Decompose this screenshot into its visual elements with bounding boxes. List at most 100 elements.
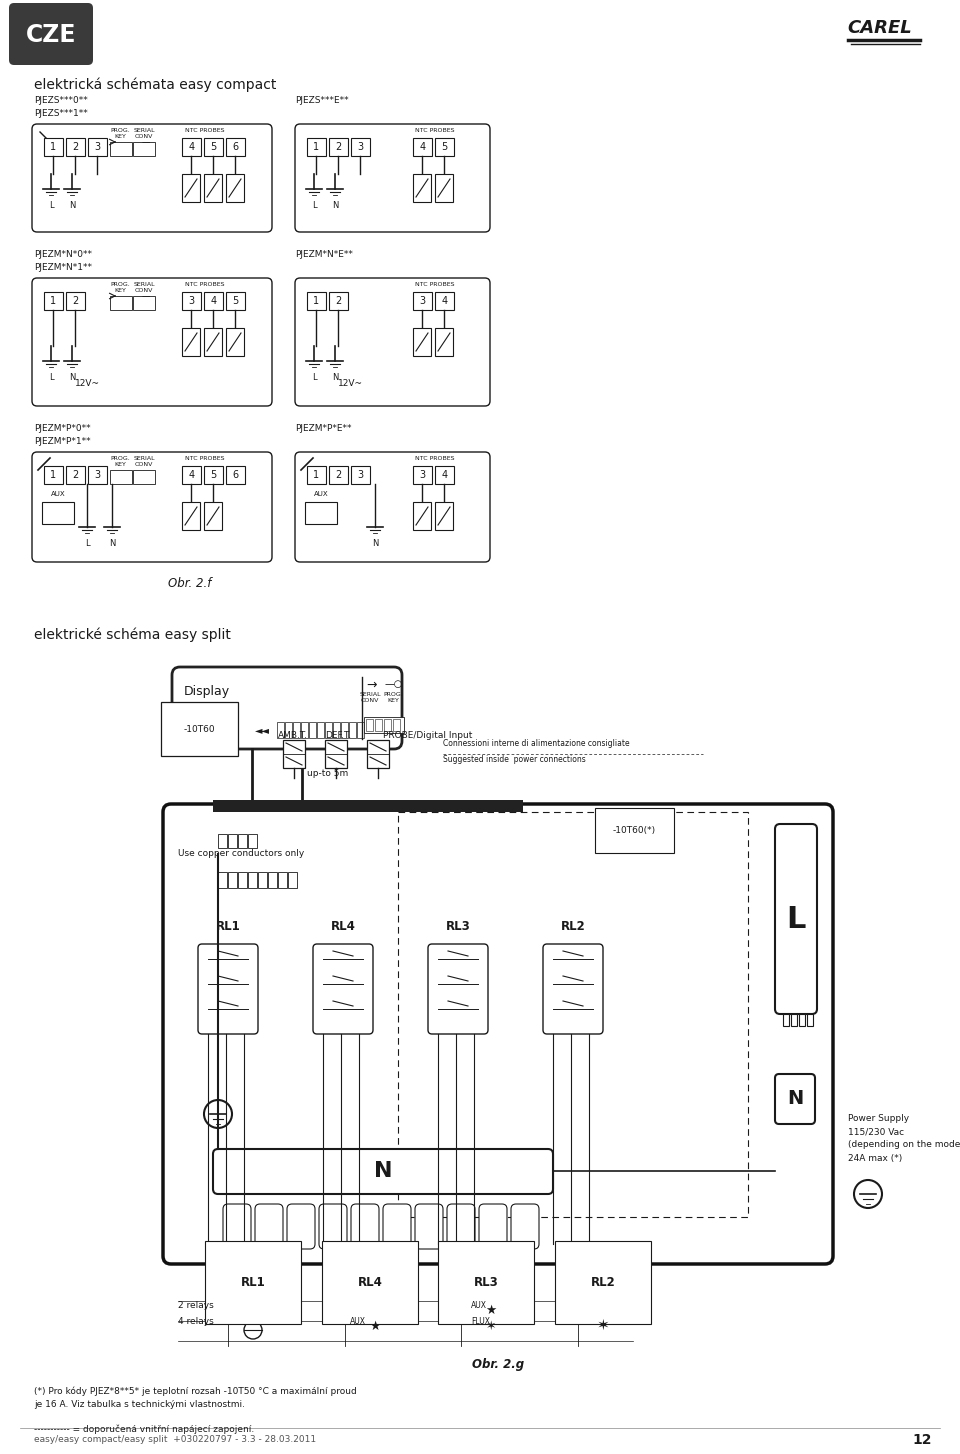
Text: PROG.: PROG.	[110, 128, 130, 132]
Bar	[268, 872, 277, 888]
Bar	[366, 718, 373, 731]
Text: PROBE/Digital Input: PROBE/Digital Input	[383, 731, 472, 740]
FancyBboxPatch shape	[447, 1204, 475, 1249]
Bar	[367, 740, 389, 768]
Text: RL1: RL1	[241, 1277, 265, 1290]
Text: RL1: RL1	[216, 919, 240, 932]
Text: elektrická schémata easy compact: elektrická schémata easy compact	[34, 79, 276, 93]
Text: 12V~: 12V~	[75, 379, 100, 388]
Bar	[238, 835, 247, 848]
Text: elektrické schéma easy split: elektrické schéma easy split	[34, 627, 230, 641]
FancyBboxPatch shape	[213, 1149, 553, 1194]
Bar	[325, 723, 332, 739]
Text: ----------- = doporučená vnitřní napájecí zapojení.: ----------- = doporučená vnitřní napájec…	[34, 1423, 254, 1434]
Bar	[88, 465, 107, 484]
Text: 6: 6	[232, 142, 239, 153]
Text: L: L	[49, 374, 54, 382]
Text: PJEZM*P*1**: PJEZM*P*1**	[34, 438, 90, 446]
Text: CONV: CONV	[134, 134, 154, 140]
Bar	[307, 465, 326, 484]
Text: 6: 6	[232, 470, 239, 480]
FancyBboxPatch shape	[172, 667, 402, 749]
Text: L: L	[49, 201, 54, 209]
Text: 2: 2	[335, 142, 342, 153]
Text: AUX: AUX	[314, 491, 328, 497]
Bar	[435, 329, 453, 356]
Bar	[329, 465, 348, 484]
Bar	[218, 872, 227, 888]
Text: -10T60(*): -10T60(*)	[613, 826, 656, 835]
Text: AUX: AUX	[350, 1317, 366, 1326]
Text: 4: 4	[210, 297, 217, 305]
Bar	[213, 800, 523, 811]
Text: 4: 4	[442, 470, 447, 480]
Bar	[364, 717, 404, 733]
Text: 12: 12	[912, 1434, 932, 1447]
FancyBboxPatch shape	[32, 278, 272, 406]
Bar	[248, 835, 257, 848]
Bar	[228, 835, 237, 848]
Text: 5: 5	[210, 142, 217, 153]
Text: NTC PROBES: NTC PROBES	[415, 282, 454, 286]
Text: 4: 4	[188, 142, 195, 153]
Text: 4 relays: 4 relays	[178, 1317, 214, 1326]
Text: 1: 1	[51, 297, 57, 305]
Bar	[88, 138, 107, 156]
Text: N: N	[332, 201, 338, 209]
Bar	[204, 465, 223, 484]
Text: SERIAL: SERIAL	[133, 128, 155, 132]
Text: KEY: KEY	[114, 462, 126, 467]
Text: je 16 A. Viz tabulka s technickými vlastnostmi.: je 16 A. Viz tabulka s technickými vlast…	[34, 1400, 245, 1409]
Text: 4: 4	[188, 470, 195, 480]
Bar	[325, 740, 347, 768]
Bar	[305, 502, 337, 523]
FancyBboxPatch shape	[287, 1204, 315, 1249]
Bar	[204, 174, 222, 202]
FancyBboxPatch shape	[428, 944, 488, 1034]
Bar	[226, 329, 244, 356]
Bar	[329, 138, 348, 156]
Text: L: L	[84, 539, 89, 548]
Bar	[226, 174, 244, 202]
Text: KEY: KEY	[114, 134, 126, 140]
Bar	[413, 138, 432, 156]
Bar	[317, 723, 324, 739]
Text: PJEZM*N*1**: PJEZM*N*1**	[34, 263, 92, 272]
Bar	[288, 872, 297, 888]
Text: L: L	[312, 374, 316, 382]
Text: PJEZS***1**: PJEZS***1**	[34, 109, 87, 118]
Text: up-to 5m: up-to 5m	[307, 769, 348, 778]
Text: 2: 2	[72, 142, 79, 153]
Text: Obr. 2.f: Obr. 2.f	[168, 577, 212, 590]
Text: PROG.: PROG.	[383, 692, 403, 696]
Bar	[218, 835, 227, 848]
Text: 3: 3	[357, 470, 364, 480]
Text: ✶: ✶	[596, 1317, 610, 1333]
FancyBboxPatch shape	[198, 944, 258, 1034]
Bar	[435, 174, 453, 202]
Bar	[293, 723, 300, 739]
Text: SERIAL: SERIAL	[133, 282, 155, 286]
Text: PJEZM*P*0**: PJEZM*P*0**	[34, 425, 90, 433]
Text: 3: 3	[94, 470, 101, 480]
Text: 1: 1	[51, 470, 57, 480]
Bar	[413, 174, 431, 202]
Bar	[285, 723, 292, 739]
FancyBboxPatch shape	[32, 452, 272, 563]
Bar	[258, 872, 267, 888]
Bar	[791, 1013, 797, 1027]
Text: 1: 1	[313, 297, 320, 305]
FancyBboxPatch shape	[295, 452, 490, 563]
Text: 3: 3	[188, 297, 195, 305]
Text: CONV: CONV	[134, 288, 154, 294]
Text: CAREL: CAREL	[848, 19, 912, 36]
Text: PJEZM*N*0**: PJEZM*N*0**	[34, 250, 92, 259]
Bar	[277, 723, 284, 739]
Text: 1: 1	[313, 470, 320, 480]
Bar	[44, 465, 63, 484]
FancyBboxPatch shape	[223, 1204, 251, 1249]
Bar	[110, 470, 132, 484]
Bar	[66, 292, 85, 310]
Text: PJEZM*N*E**: PJEZM*N*E**	[295, 250, 353, 259]
FancyBboxPatch shape	[415, 1204, 443, 1249]
